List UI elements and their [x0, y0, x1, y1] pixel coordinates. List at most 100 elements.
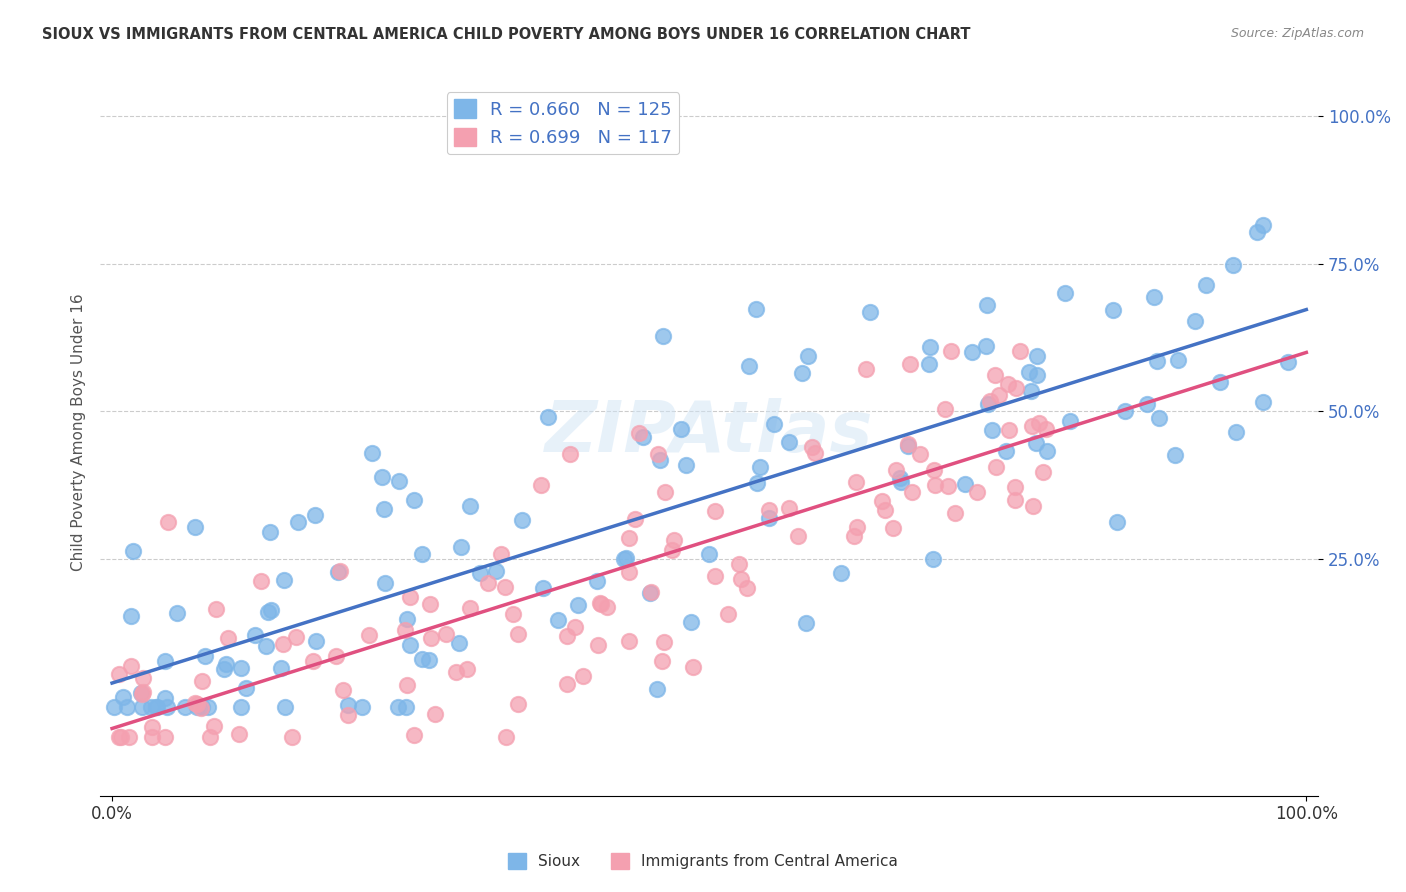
- Point: [787, 529, 810, 543]
- Point: [132, 684, 155, 698]
- Point: [1026, 368, 1049, 382]
- Point: [845, 475, 868, 490]
- Point: [717, 607, 740, 621]
- Point: [870, 494, 893, 508]
- Point: [650, 452, 672, 467]
- Point: [596, 599, 619, 614]
- Point: [186, 697, 208, 711]
- Point: [589, 596, 612, 610]
- Text: Source: ZipAtlas.com: Source: ZipAtlas.com: [1230, 27, 1364, 40]
- Point: [901, 485, 924, 500]
- Point: [477, 575, 499, 590]
- Point: [157, 515, 180, 529]
- Point: [619, 565, 641, 579]
- Point: [204, 718, 226, 732]
- Point: [1035, 421, 1057, 435]
- Point: [564, 620, 586, 634]
- Point: [153, 654, 176, 668]
- Point: [1004, 381, 1026, 395]
- Point: [110, 730, 132, 744]
- Point: [122, 543, 145, 558]
- Point: [361, 446, 384, 460]
- Point: [624, 512, 647, 526]
- Point: [404, 492, 426, 507]
- Point: [884, 463, 907, 477]
- Point: [586, 638, 609, 652]
- Point: [371, 470, 394, 484]
- Point: [458, 600, 481, 615]
- Point: [1209, 376, 1232, 390]
- Legend: R = 0.660   N = 125, R = 0.699   N = 117: R = 0.660 N = 125, R = 0.699 N = 117: [447, 92, 679, 154]
- Y-axis label: Child Poverty Among Boys Under 16: Child Poverty Among Boys Under 16: [72, 293, 86, 571]
- Point: [796, 616, 818, 631]
- Point: [1054, 286, 1077, 301]
- Point: [778, 434, 800, 449]
- Point: [804, 446, 827, 460]
- Point: [329, 564, 352, 578]
- Point: [425, 706, 447, 721]
- Point: [419, 597, 441, 611]
- Point: [1225, 425, 1247, 439]
- Point: [120, 608, 142, 623]
- Point: [200, 730, 222, 744]
- Point: [763, 417, 786, 432]
- Point: [994, 443, 1017, 458]
- Point: [259, 525, 281, 540]
- Point: [889, 471, 911, 485]
- Point: [108, 730, 131, 744]
- Point: [235, 681, 257, 695]
- Point: [1253, 395, 1275, 409]
- Point: [614, 551, 637, 566]
- Point: [1184, 314, 1206, 328]
- Point: [728, 557, 751, 571]
- Point: [281, 730, 304, 744]
- Point: [447, 636, 470, 650]
- Point: [977, 397, 1000, 411]
- Point: [651, 654, 673, 668]
- Point: [450, 540, 472, 554]
- Point: [388, 475, 411, 489]
- Point: [183, 520, 205, 534]
- Point: [704, 504, 727, 518]
- Point: [704, 569, 727, 583]
- Point: [395, 612, 418, 626]
- Point: [924, 478, 946, 492]
- Point: [966, 484, 988, 499]
- Point: [547, 613, 569, 627]
- Point: [1004, 479, 1026, 493]
- Point: [118, 730, 141, 744]
- Point: [671, 422, 693, 436]
- Text: ZIPAtlas: ZIPAtlas: [546, 398, 873, 467]
- Point: [735, 582, 758, 596]
- Point: [567, 598, 589, 612]
- Point: [418, 653, 440, 667]
- Point: [654, 485, 676, 500]
- Point: [943, 507, 966, 521]
- Point: [359, 628, 381, 642]
- Point: [845, 520, 868, 534]
- Point: [1022, 499, 1045, 513]
- Point: [560, 446, 582, 460]
- Point: [1146, 354, 1168, 368]
- Point: [830, 566, 852, 580]
- Point: [506, 697, 529, 711]
- Point: [166, 606, 188, 620]
- Point: [938, 478, 960, 492]
- Point: [257, 605, 280, 619]
- Point: [591, 597, 613, 611]
- Point: [1032, 465, 1054, 479]
- Point: [184, 696, 207, 710]
- Point: [502, 607, 524, 621]
- Point: [274, 700, 297, 714]
- Point: [984, 460, 1007, 475]
- Point: [984, 368, 1007, 383]
- Point: [557, 677, 579, 691]
- Point: [530, 478, 553, 492]
- Point: [304, 634, 326, 648]
- Point: [1004, 493, 1026, 508]
- Point: [131, 688, 153, 702]
- Point: [1025, 436, 1047, 450]
- Point: [495, 730, 517, 744]
- Point: [661, 543, 683, 558]
- Point: [682, 659, 704, 673]
